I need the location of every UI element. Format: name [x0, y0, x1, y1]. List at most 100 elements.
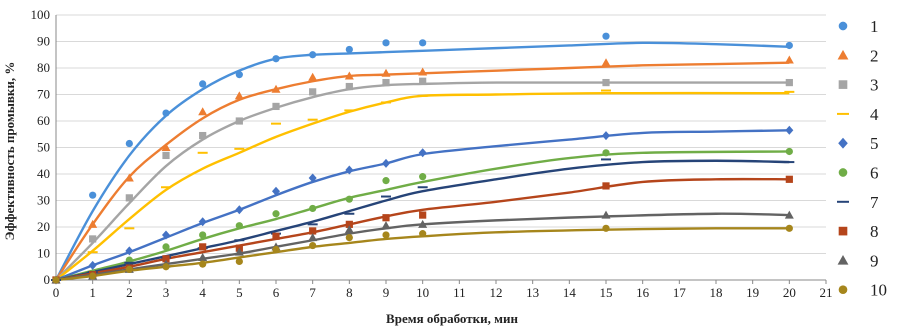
legend-label: 5: [870, 134, 879, 153]
data-point-series-10: [235, 257, 243, 266]
data-point-series-5: [88, 260, 97, 270]
data-point-series-3: [199, 131, 207, 140]
data-point-series-10: [382, 231, 390, 239]
data-point-series-2: [308, 72, 318, 81]
data-point-series-6: [419, 173, 427, 181]
data-point-series-1: [199, 80, 207, 88]
data-point-series-8: [382, 214, 390, 222]
data-point-series-8: [785, 175, 793, 183]
y-tick-label: 40: [37, 166, 50, 181]
y-tick-label: 20: [37, 219, 50, 234]
x-tick-label: 18: [710, 285, 723, 300]
data-point-series-8: [345, 220, 353, 228]
data-point-series-9: [234, 247, 244, 256]
data-points: [51, 32, 795, 285]
y-tick-label: 0: [44, 272, 51, 287]
axes: [55, 15, 827, 284]
legend-label: 1: [870, 17, 879, 36]
data-point-series-10: [125, 265, 133, 273]
trend-line-series-4: [55, 91, 790, 281]
data-point-series-6: [602, 149, 610, 157]
x-tick-label: 13: [526, 285, 539, 300]
data-point-series-6: [272, 210, 280, 218]
data-point-series-5: [308, 173, 317, 183]
x-tick-label: 5: [236, 285, 243, 300]
data-point-series-8: [602, 182, 610, 190]
data-point-series-3: [785, 78, 793, 87]
data-point-series-10: [602, 224, 610, 232]
data-point-series-2: [124, 173, 134, 182]
y-tick-label: 10: [37, 246, 50, 261]
trend-line-series-7: [55, 159, 790, 282]
y-tick-label: 30: [37, 193, 50, 208]
legend-marker-series-1: [838, 21, 848, 31]
data-point-series-10: [199, 260, 207, 268]
x-tick-label: 10: [416, 285, 429, 300]
data-point-series-1: [89, 191, 97, 199]
x-tick-label: 1: [89, 285, 96, 300]
data-point-series-10: [309, 241, 317, 250]
trend-line-series-6: [55, 150, 790, 282]
legend-marker-series-8: [838, 226, 848, 236]
trend-line-series-1: [54, 41, 790, 281]
data-point-series-8: [419, 211, 427, 219]
y-tick-label: 80: [37, 60, 50, 75]
legend-label: 3: [870, 76, 879, 95]
legend-marker-series-10: [838, 285, 848, 295]
data-point-series-3: [272, 102, 280, 111]
data-point-series-2: [344, 71, 354, 80]
data-point-series-10: [272, 245, 280, 254]
data-point-series-9: [344, 225, 354, 234]
x-tick-label: 16: [636, 285, 650, 300]
data-point-series-5: [785, 125, 794, 135]
legend-label: 7: [870, 193, 879, 212]
data-point-series-3: [162, 151, 170, 160]
legend-label: 4: [870, 105, 879, 124]
data-point-series-10: [419, 230, 427, 238]
trend-line-series-8: [55, 177, 790, 282]
y-tick-labels: 0 10 20 30 40 50 60 70 80 90 100: [31, 7, 51, 287]
data-point-series-5: [345, 165, 354, 175]
data-point-series-8: [272, 232, 280, 240]
data-point-series-6: [162, 243, 170, 251]
x-tick-label: 11: [453, 285, 466, 300]
data-point-series-1: [419, 39, 427, 47]
x-tick-label: 14: [563, 285, 577, 300]
y-tick-label: 100: [31, 7, 51, 22]
data-point-series-2: [784, 55, 794, 64]
data-point-series-6: [785, 147, 793, 156]
legend-marker-series-6: [838, 168, 848, 177]
data-point-series-3: [125, 194, 133, 202]
data-point-series-2: [88, 219, 98, 228]
x-tick-label: 8: [346, 285, 353, 300]
legend-label: 8: [870, 222, 879, 241]
trend-lines: [54, 41, 790, 282]
x-tick-label: 17: [673, 285, 687, 300]
data-point-series-5: [198, 217, 207, 227]
data-point-series-1: [345, 45, 353, 54]
data-point-series-8: [162, 255, 170, 263]
y-tick-label: 60: [37, 113, 50, 128]
data-point-series-2: [271, 84, 281, 93]
data-point-series-1: [382, 39, 390, 47]
y-axis-title: Эффективность промывки, %: [2, 62, 17, 241]
data-point-series-10: [785, 224, 793, 232]
data-point-series-1: [272, 55, 280, 63]
x-tick-label: 4: [199, 285, 206, 300]
x-tick-label: 19: [746, 285, 759, 300]
data-point-series-1: [602, 32, 610, 40]
legend-marker-series-3: [838, 80, 848, 89]
data-point-series-2: [161, 143, 171, 151]
x-tick-label: 7: [309, 285, 316, 300]
data-point-series-5: [418, 148, 427, 158]
data-point-series-9: [784, 210, 794, 219]
data-point-series-3: [89, 235, 97, 243]
data-point-series-1: [162, 109, 170, 117]
data-point-series-3: [382, 78, 390, 87]
data-point-series-10: [52, 276, 60, 284]
data-point-series-6: [199, 231, 207, 239]
data-point-series-1: [785, 41, 793, 50]
legend-label: 6: [870, 164, 879, 183]
y-tick-label: 50: [37, 140, 50, 155]
legend-label: 10: [870, 281, 887, 300]
